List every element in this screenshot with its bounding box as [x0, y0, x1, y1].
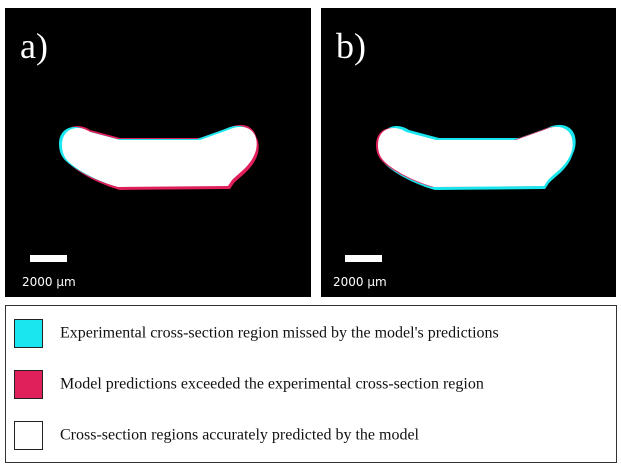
panel-label: b) — [336, 26, 366, 66]
panel-label: a) — [20, 26, 48, 66]
scale-label: 2000 µm — [333, 275, 387, 289]
page: a) 2000 µm b) 2000 µm Experimental cross… — [0, 0, 621, 465]
scale-bar — [345, 255, 382, 262]
figure: a) 2000 µm b) 2000 µm Experimental cross… — [0, 0, 621, 465]
legend-label: Model predictions exceeded the experimen… — [60, 376, 484, 393]
legend-swatch — [15, 371, 43, 399]
scale-bar — [30, 255, 67, 262]
legend-label: Experimental cross-section region missed… — [60, 325, 499, 342]
legend-label: Cross-section regions accurately predict… — [60, 427, 420, 444]
legend-swatch — [15, 422, 43, 450]
scale-label: 2000 µm — [22, 275, 76, 289]
panel-b: b) 2000 µm — [321, 8, 616, 297]
panel-a: a) 2000 µm — [5, 8, 311, 297]
legend-swatch — [15, 320, 43, 348]
